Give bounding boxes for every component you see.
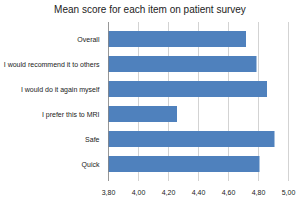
svg-text:4,80: 4,80 [252, 189, 266, 196]
svg-text:I would do it again myself: I would do it again myself [21, 86, 100, 94]
svg-text:5,00: 5,00 [282, 189, 296, 196]
svg-text:4,40: 4,40 [192, 189, 206, 196]
svg-text:4,20: 4,20 [162, 189, 176, 196]
svg-text:Overall: Overall [77, 36, 100, 43]
svg-text:Safe: Safe [85, 136, 100, 143]
svg-text:4,60: 4,60 [222, 189, 236, 196]
svg-text:I prefer this to MRI: I prefer this to MRI [42, 111, 100, 119]
svg-text:4,00: 4,00 [132, 189, 146, 196]
svg-text:Quick: Quick [82, 161, 100, 169]
svg-text:3,80: 3,80 [102, 189, 116, 196]
svg-text:I would recommend it to others: I would recommend it to others [4, 61, 100, 68]
html-text:Mean score for each item on pa: Mean score for each item on patient surv… [54, 4, 246, 15]
